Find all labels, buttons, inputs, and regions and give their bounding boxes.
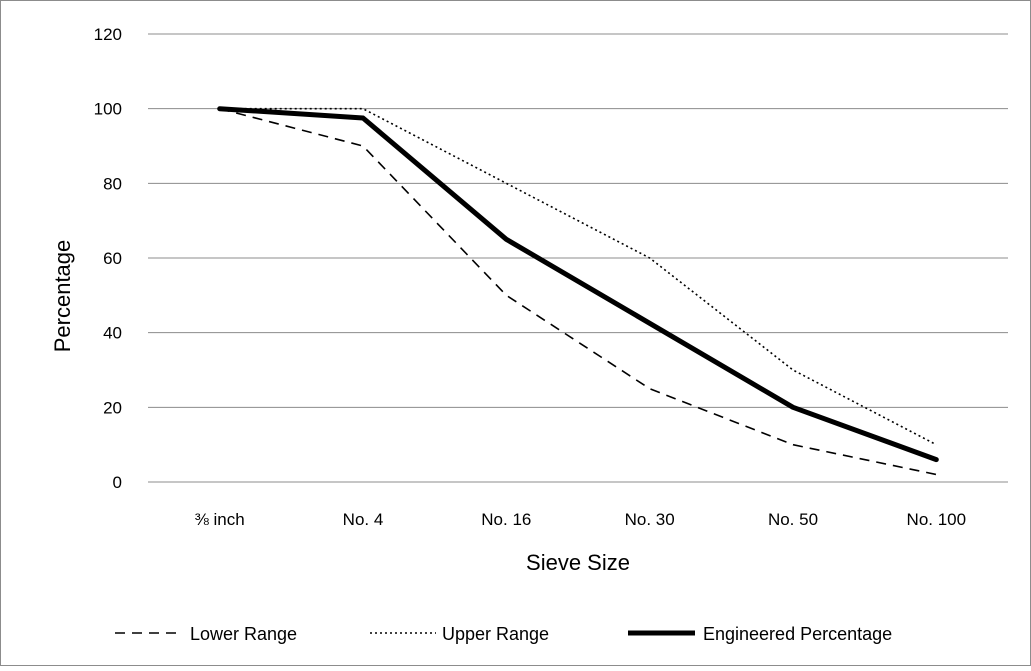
y-tick-labels: 0 20 40 60 80 100 120 xyxy=(94,25,122,492)
y-tick-label: 100 xyxy=(94,100,122,119)
y-tick-label: 120 xyxy=(94,25,122,44)
series-line-2 xyxy=(219,107,937,446)
y-tick-label: 40 xyxy=(103,324,122,343)
y-axis-title: Percentage xyxy=(50,240,75,353)
legend-label: Upper Range xyxy=(442,624,549,644)
x-axis-title: Sieve Size xyxy=(526,550,630,575)
legend-item-1: Lower Range xyxy=(115,624,297,644)
x-tick-label: No. 30 xyxy=(625,510,675,529)
x-tick-labels: ⅜ inch No. 4 No. 16 No. 30 No. 50 No. 100 xyxy=(195,510,966,529)
x-tick-label: ⅜ inch xyxy=(195,510,245,529)
series-lines xyxy=(217,106,939,476)
series-line-1 xyxy=(219,107,937,476)
legend-item-3: Engineered Percentage xyxy=(628,624,892,644)
x-tick-label: No. 4 xyxy=(343,510,384,529)
x-tick-label: No. 100 xyxy=(907,510,967,529)
legend-item-2: Upper Range xyxy=(370,624,549,644)
legend-label: Lower Range xyxy=(190,624,297,644)
x-tick-label: No. 50 xyxy=(768,510,818,529)
legend-label: Engineered Percentage xyxy=(703,624,892,644)
gridlines xyxy=(148,33,1008,483)
y-tick-label: 80 xyxy=(103,174,122,193)
y-tick-label: 20 xyxy=(103,398,122,417)
series-line-3 xyxy=(217,106,939,463)
y-tick-label: 60 xyxy=(103,249,122,268)
legend: Lower Range Upper Range Engineered Percent… xyxy=(115,624,892,644)
x-tick-label: No. 16 xyxy=(481,510,531,529)
y-tick-label: 0 xyxy=(113,473,122,492)
